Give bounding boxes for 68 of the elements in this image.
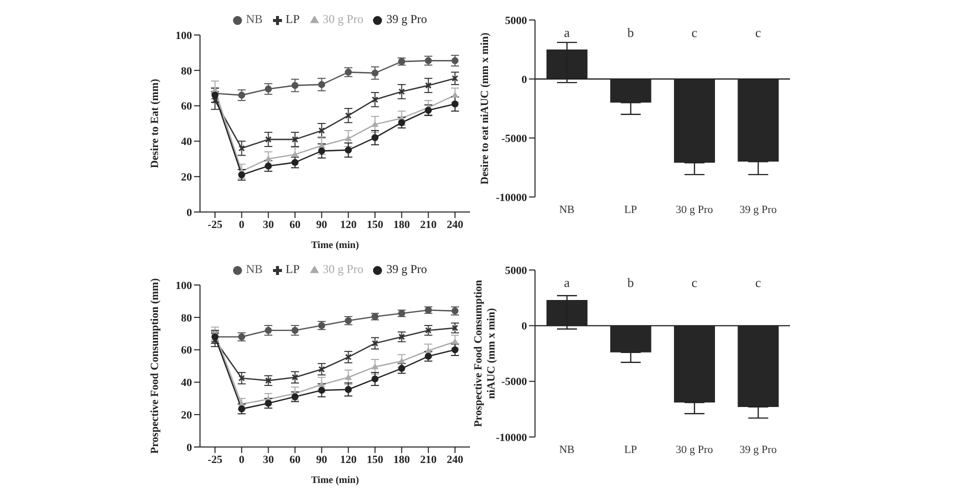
x-tick-label: 0 [238,454,245,466]
x-tick-label: 240 [446,218,464,231]
x-tick-label: 30 [262,218,274,231]
y-tick-label: 80 [181,312,192,324]
x-tick-label: NB [559,444,575,456]
y-tick-label: 100 [176,280,192,292]
x-axis-title: Time (min) [311,475,359,486]
y-tick-label: 60 [181,100,192,113]
y-tick-label: -5000 [501,376,528,388]
x-tick-label: 180 [393,454,410,466]
y-axis-title: Prospective Food Consumption (mm) [149,278,161,454]
legend-label: LP [286,262,300,276]
x-tick-label: LP [624,444,638,456]
x-tick-label: 210 [420,218,438,231]
x-tick-label: LP [624,204,638,216]
y-tick-label: 5000 [505,264,528,277]
x-tick-label: 180 [393,218,410,231]
legend-label: NB [246,262,263,276]
x-tick-label: 30 g Pro [676,444,714,456]
x-tick-label: 210 [420,454,438,466]
legend-label: LP [286,12,300,26]
y-tick-label: 20 [181,172,192,184]
x-tick-label: 240 [446,454,464,466]
annotation: a [564,275,570,290]
x-tick-label: 39 g Pro [739,204,778,216]
y-tick-label: 5000 [505,14,528,27]
annotation: b [627,25,634,40]
y-tick-label: 0 [522,74,528,86]
x-tick-label: NB [559,204,575,216]
x-tick-label: 60 [290,454,301,466]
x-tick-label: 90 [316,218,328,231]
y-axis-title: Desire to Eat (mm) [149,78,161,168]
x-axis-title: Time (min) [311,240,359,251]
y-tick-label: 60 [181,344,192,357]
annotation: c [755,25,762,40]
annotation: c [691,275,698,290]
y-tick-label: 80 [181,65,192,78]
x-tick-label: -25 [208,454,223,466]
annotation: b [627,275,634,290]
legend-label: 39 g Pro [386,262,428,276]
x-tick-label: 60 [290,218,301,231]
x-tick-label: 90 [316,454,328,466]
y-tick-label: -10000 [496,192,528,204]
y-tick-label: 40 [181,377,192,390]
x-tick-label: 150 [366,218,384,231]
annotation: c [755,275,762,290]
x-tick-label: 30 g Pro [676,204,714,216]
x-tick-label: 150 [366,454,384,466]
legend-label: 30 g Pro [322,262,364,276]
legend-label: 39 g Pro [386,12,428,26]
x-tick-label: 30 [262,454,274,466]
y-tick-label: 100 [176,30,192,42]
y-tick-label: -10000 [496,432,528,444]
annotation: a [564,25,570,40]
x-tick-label: 120 [340,454,358,466]
y-tick-label: -5000 [501,132,528,145]
y-tick-label: 20 [181,410,192,422]
y-axis-title: Prospective Food Consumption niAUC (mm x min) [472,280,498,428]
legend-label: NB [246,12,263,26]
x-tick-label: 39 g Pro [739,444,778,456]
annotation: c [691,25,698,40]
x-tick-label: 0 [238,218,245,231]
x-tick-label: -25 [208,218,223,231]
legend-label: 30 g Pro [322,12,364,26]
y-tick-label: 40 [181,136,192,148]
y-axis-title: Desire to eat niAUC (mm x min) [479,32,491,184]
y-tick-label: 0 [522,320,528,333]
x-tick-label: 120 [340,218,358,231]
